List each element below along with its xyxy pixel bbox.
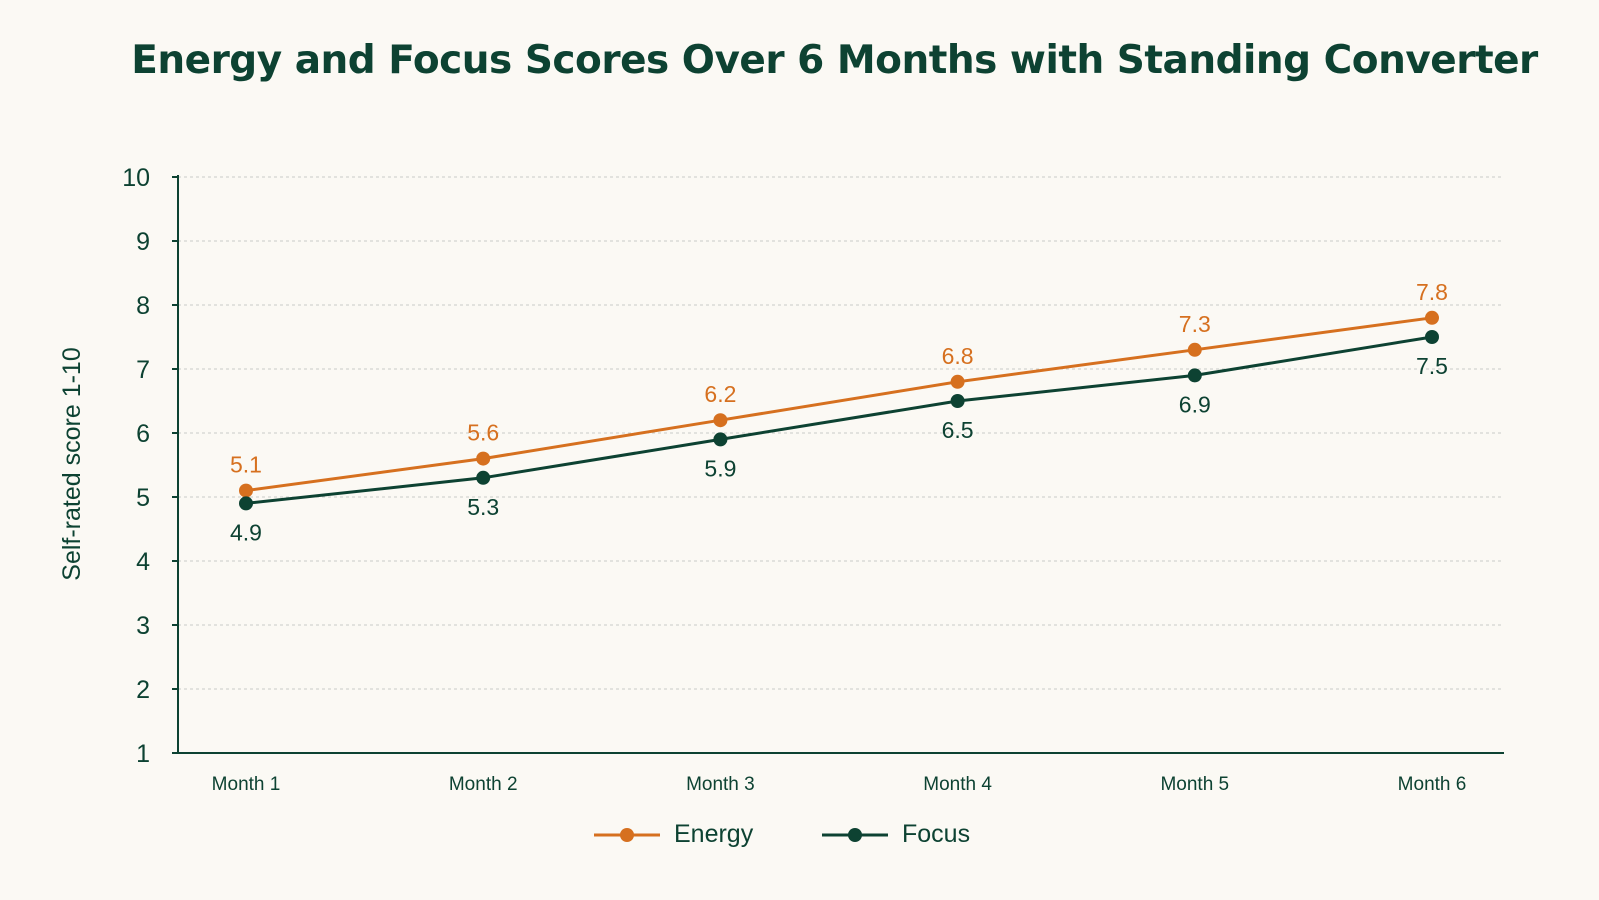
y-tick-label: 5 (136, 484, 150, 512)
data-point-focus (713, 432, 728, 447)
data-label-energy: 5.1 (230, 452, 262, 478)
y-tick-label: 4 (136, 548, 150, 576)
data-point-energy (1425, 310, 1439, 325)
y-tick-label: 7 (136, 356, 150, 384)
legend-energy-marker (594, 827, 660, 842)
data-label-focus: 5.3 (467, 494, 499, 520)
data-label-focus: 7.5 (1416, 353, 1448, 379)
data-label-focus: 6.5 (942, 417, 974, 443)
data-label-focus: 5.9 (704, 455, 736, 481)
series-line-focus (245, 335, 1433, 505)
data-point-energy (1187, 342, 1202, 357)
data-label-energy: 5.6 (467, 420, 499, 446)
y-tick-label: 10 (122, 164, 150, 192)
data-point-focus (239, 496, 253, 511)
y-tick-label: 1 (136, 740, 150, 768)
data-point-focus (950, 394, 965, 408)
y-tick-label: 8 (136, 292, 150, 320)
data-point-energy (950, 374, 965, 389)
x-tick-label: Month 2 (449, 774, 518, 795)
data-point-energy (239, 483, 253, 498)
data-point-focus (1187, 368, 1202, 383)
data-point-energy (713, 413, 728, 428)
y-tick-label: 6 (136, 420, 150, 448)
data-point-focus (1425, 330, 1439, 344)
legend-item-focus: Focus (822, 820, 970, 849)
data-label-energy: 7.8 (1416, 279, 1448, 305)
legend-focus-marker (822, 827, 888, 842)
x-tick-label: Month 6 (1398, 774, 1467, 795)
x-tick-label: Month 5 (1160, 774, 1229, 795)
legend-focus-label: Focus (902, 820, 971, 848)
data-label-focus: 6.9 (1179, 391, 1211, 417)
chart-title: Energy and Focus Scores Over 6 Months wi… (131, 38, 1538, 83)
series-line-energy (245, 316, 1433, 493)
data-point-focus (476, 470, 491, 485)
legend-item-energy: Energy (594, 820, 753, 849)
y-tick-label: 3 (136, 612, 150, 640)
legend-energy-label: Energy (674, 820, 754, 848)
data-label-energy: 6.2 (704, 381, 736, 407)
x-tick-label: Month 1 (212, 774, 281, 795)
data-label-focus: 4.9 (230, 519, 262, 545)
x-tick-label: Month 4 (923, 774, 992, 795)
data-label-energy: 6.8 (942, 343, 974, 369)
y-tick-label: 9 (136, 228, 150, 256)
x-tick-label: Month 3 (686, 774, 755, 795)
y-tick-label: 2 (136, 676, 150, 704)
data-point-energy (476, 451, 491, 466)
y-axis-label: Self-rated score 1-10 (58, 347, 86, 580)
data-label-energy: 7.3 (1179, 311, 1211, 337)
